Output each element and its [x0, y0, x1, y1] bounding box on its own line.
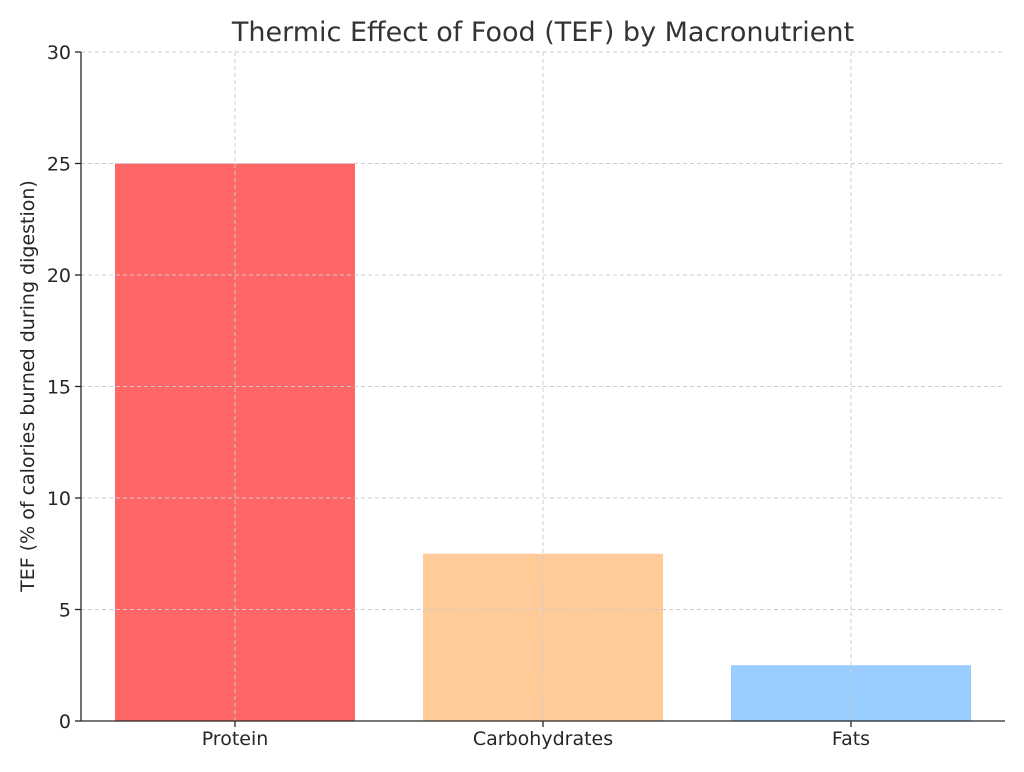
- y-tick-label: 5: [59, 600, 71, 622]
- x-axis-ticks: Protein Carbohydrates Fats: [202, 721, 870, 750]
- bar-carbohydrates: [423, 553, 663, 721]
- y-tick-label: 15: [47, 377, 71, 399]
- y-axis-label: TEF (% of calories burned during digesti…: [17, 180, 39, 593]
- y-tick-label: 30: [47, 42, 71, 64]
- y-tick-label: 0: [59, 711, 71, 733]
- bar-protein: [115, 163, 355, 721]
- y-tick-label: 25: [47, 154, 71, 176]
- x-tick-label: Protein: [202, 728, 269, 750]
- chart-title: Thermic Effect of Food (TEF) by Macronut…: [231, 17, 854, 48]
- y-tick-label: 10: [47, 488, 71, 510]
- x-tick-label: Fats: [832, 728, 870, 750]
- bars: [115, 163, 971, 721]
- y-tick-label: 20: [47, 265, 71, 287]
- x-tick-label: Carbohydrates: [473, 728, 613, 750]
- y-axis-ticks: 0 5 10 15 20 25 30: [47, 42, 81, 733]
